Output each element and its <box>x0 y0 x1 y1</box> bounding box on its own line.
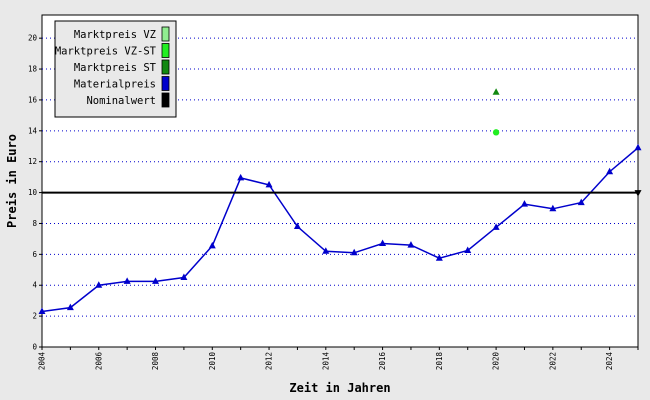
data-point-materialpreis <box>38 307 46 314</box>
data-point-materialpreis <box>379 239 387 247</box>
x-tick-label: 2012 <box>265 352 274 370</box>
legend-label: Marktpreis ST <box>74 62 157 74</box>
data-point-materialpreis <box>407 241 415 248</box>
y-tick-label: 20 <box>28 34 38 43</box>
legend: Marktpreis VZ Marktpreis VZ-ST Marktpreis … <box>54 20 177 118</box>
y-tick-label: 16 <box>28 95 38 104</box>
series-line-materialpreis <box>41 147 639 313</box>
x-tick-label: 2024 <box>605 352 614 371</box>
y-tick-label: 10 <box>28 188 38 197</box>
legend-label: Marktpreis VZ <box>74 29 156 41</box>
data-point-materialpreis <box>634 143 642 151</box>
y-tick-label: 18 <box>28 65 38 74</box>
data-point-materialpreis <box>520 200 528 207</box>
data-point-materialpreis <box>123 277 131 284</box>
legend-swatch <box>161 59 170 75</box>
data-point-materialpreis <box>293 222 301 230</box>
legend-label: Nominalwert <box>86 95 156 107</box>
data-point-materialpreis <box>208 241 216 249</box>
legend-swatch <box>161 76 170 91</box>
x-tick-label: 2004 <box>38 352 47 371</box>
data-point-marktpreis-vz-st <box>492 129 500 136</box>
x-axis-title: Zeit in Jahren <box>289 381 390 395</box>
x-tick-label: 2008 <box>151 352 160 371</box>
x-tick-label: 2022 <box>548 352 557 370</box>
legend-swatch <box>161 26 170 42</box>
data-point-materialpreis <box>152 277 160 284</box>
data-point-materialpreis <box>492 223 500 230</box>
y-tick-label: 14 <box>28 126 38 135</box>
x-tick-label: 2018 <box>435 352 444 371</box>
data-point-nominalwert <box>634 190 642 197</box>
legend-box <box>54 20 177 118</box>
legend-swatch <box>161 43 170 58</box>
data-point-materialpreis <box>322 247 330 254</box>
y-tick-label: 2 <box>32 312 37 321</box>
data-point-materialpreis <box>435 254 443 261</box>
x-axis-ticks: 2004 2006 2008 2010 2012 2014 2016 2018 2020 2022… <box>38 347 639 370</box>
x-tick-label: 2010 <box>208 352 217 371</box>
data-point-materialpreis <box>464 246 472 253</box>
y-tick-label: 6 <box>32 250 37 259</box>
y-tick-label: 4 <box>32 281 37 290</box>
y-tick-label: 8 <box>32 219 37 228</box>
data-point-materialpreis <box>350 248 358 256</box>
y-tick-label: 0 <box>32 343 37 352</box>
legend-label: Marktpreis VZ-ST <box>55 46 157 58</box>
data-point-materialpreis <box>237 173 245 181</box>
y-axis-title: Preis in Euro <box>5 134 19 228</box>
series-layer <box>38 88 642 314</box>
x-tick-label: 2006 <box>94 352 103 371</box>
data-point-materialpreis <box>95 281 103 288</box>
data-point-materialpreis <box>549 204 557 212</box>
legend-swatch <box>161 92 170 108</box>
data-point-materialpreis <box>265 180 273 188</box>
data-point-marktpreis-st <box>492 88 500 95</box>
x-tick-label: 2016 <box>378 352 387 371</box>
x-tick-label: 2020 <box>492 352 501 371</box>
data-point-materialpreis <box>66 303 74 311</box>
legend-label: Materialpreis <box>74 79 156 91</box>
y-tick-label: 12 <box>28 157 37 166</box>
x-tick-label: 2014 <box>321 352 330 371</box>
data-point-materialpreis <box>606 167 614 175</box>
y-axis-ticks: 0 2 4 6 8 10 12 14 16 18 20 <box>28 34 42 352</box>
data-point-materialpreis <box>180 273 188 281</box>
data-point-materialpreis <box>577 198 585 206</box>
